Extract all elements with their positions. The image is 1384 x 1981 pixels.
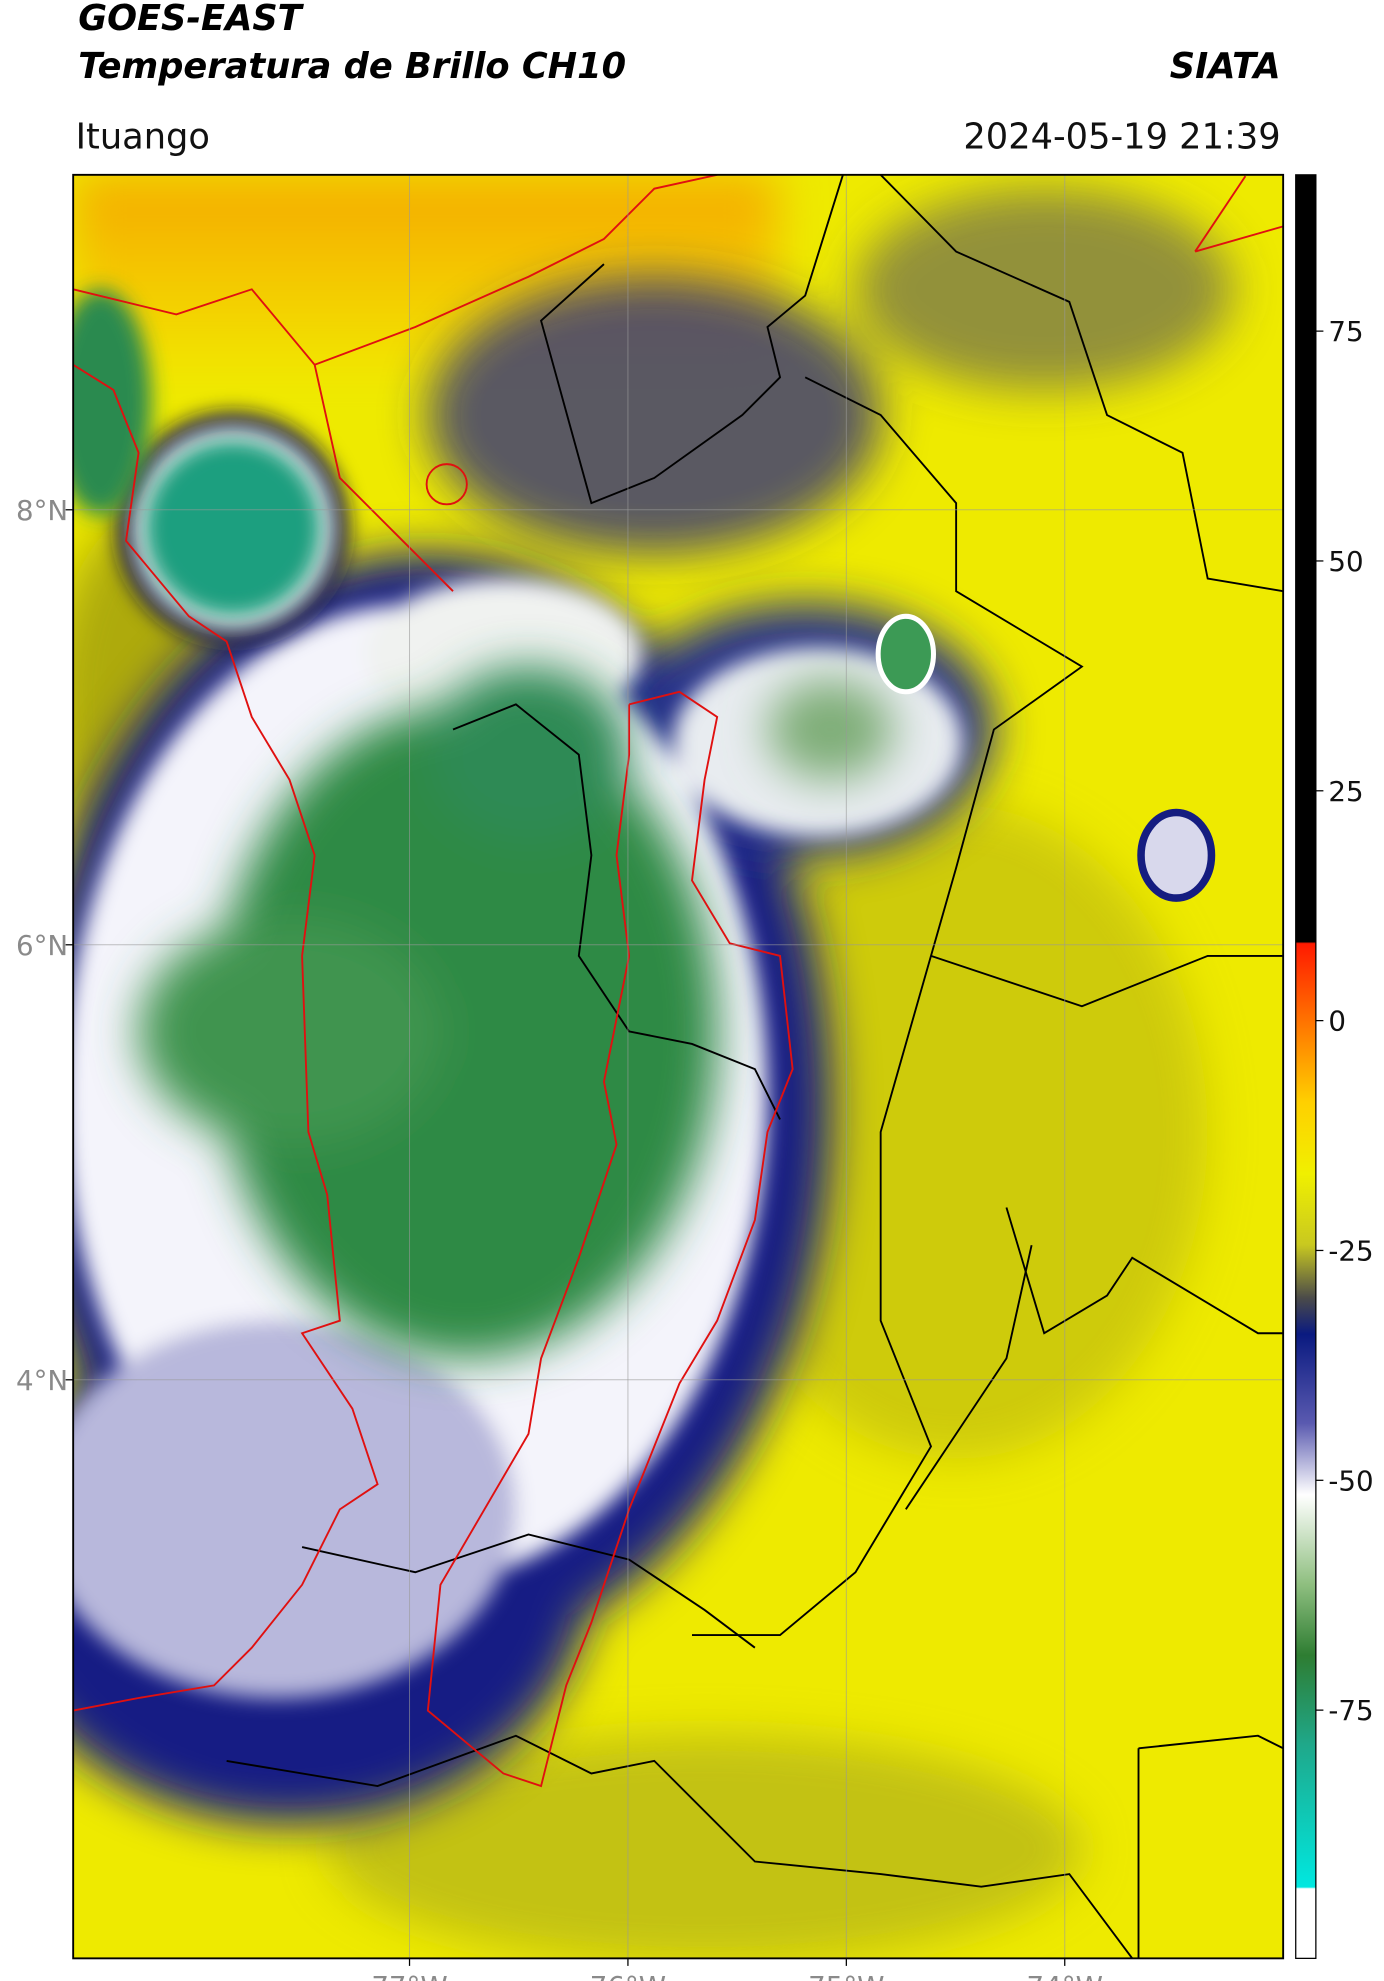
x-tick-label: 75°W [808,1970,884,1981]
colorbar-tick-label: 50 [1328,545,1363,578]
x-tick-label: 74°W [1027,1970,1103,1981]
colorbar-tick-label: 25 [1328,775,1363,808]
brand: SIATA [1170,46,1281,87]
colorbar-tick-label: 75 [1328,315,1363,348]
map-frame [72,173,1285,1960]
grid [73,174,1284,1959]
colorbar-tick-label: 0 [1328,1005,1346,1038]
colorbar-tick-label: -25 [1328,1235,1373,1268]
title: GOES-EAST [78,0,304,39]
colorbar-tick-label: -75 [1328,1694,1373,1727]
y-tick-label: 8°N [16,494,68,527]
location: Ituango [76,116,210,157]
y-tick-label: 4°N [16,1364,68,1397]
y-tick-label: 6°N [16,929,68,962]
colorbar-tick-label: -50 [1328,1464,1373,1497]
subtitle: Temperatura de Brillo CH10 [78,46,626,87]
colorbar [1295,174,1317,1959]
datetime: 2024-05-19 21:39 [963,116,1280,157]
satellite-image [73,174,1284,1959]
x-tick-label: 77°W [371,1970,447,1981]
x-tick-label: 76°W [590,1970,666,1981]
